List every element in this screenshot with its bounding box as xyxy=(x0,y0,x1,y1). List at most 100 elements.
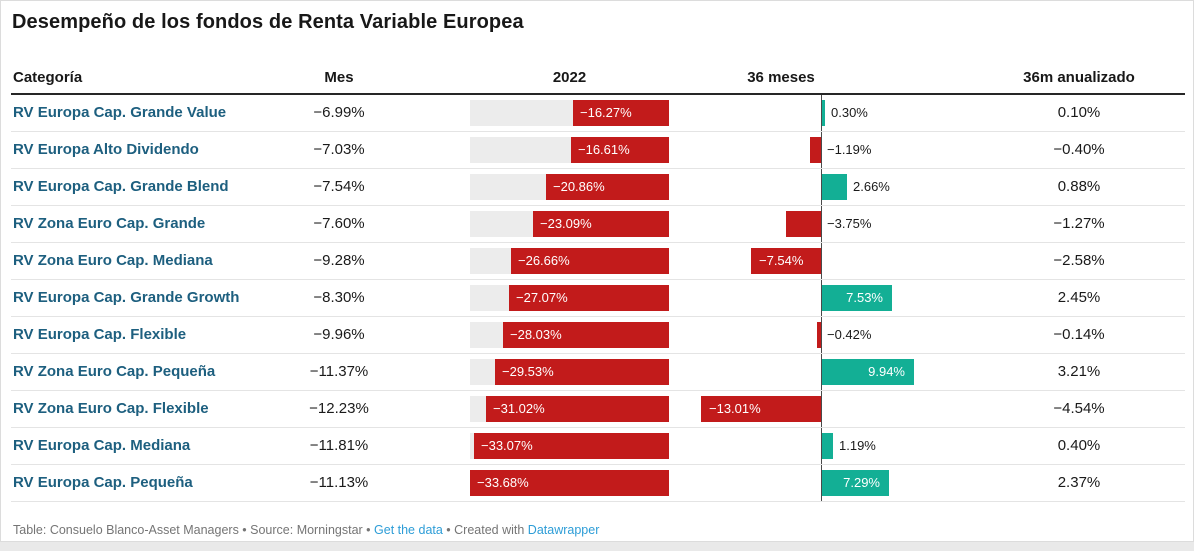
bar-2022: −26.66% xyxy=(511,248,669,274)
bar-2022: −28.03% xyxy=(503,322,669,348)
column-header-category: Categoría xyxy=(13,69,83,86)
bar-track-2022: −28.03% xyxy=(470,322,669,348)
bar-2022-label: −33.68% xyxy=(477,475,529,490)
column-header-anualizado: 36m anualizado xyxy=(1023,69,1135,86)
bar-2022-label: −29.53% xyxy=(502,364,554,379)
bar-track-2022: −29.53% xyxy=(470,359,669,385)
bar-2022-label: −27.07% xyxy=(516,290,568,305)
bar-2022: −16.61% xyxy=(571,137,669,163)
table-row: RV Europa Cap. Mediana −11.81% −33.07% 1… xyxy=(11,428,1185,465)
bar-36meses-label: 9.94% xyxy=(868,364,905,379)
zero-axis-line xyxy=(821,95,822,502)
bar-36meses xyxy=(810,137,821,163)
anualizado-value-cell: −4.54% xyxy=(1053,400,1105,417)
bar-2022-label: −28.03% xyxy=(510,327,562,342)
table-row: RV Europa Alto Dividendo −7.03% −16.61% … xyxy=(11,132,1185,169)
footer-text: Table: Consuelo Blanco-Asset Managers • … xyxy=(13,523,375,537)
category-cell: RV Zona Euro Cap. Flexible xyxy=(13,400,209,417)
bar-36meses-label: −13.01% xyxy=(709,401,761,416)
footer-text: • Created with xyxy=(442,523,528,537)
bar-36meses-label: −0.42% xyxy=(827,327,872,342)
table-row: RV Europa Cap. Pequeña −11.13% −33.68% 7… xyxy=(11,465,1185,502)
category-cell: RV Europa Cap. Grande Blend xyxy=(13,178,229,195)
bar-2022-label: −16.27% xyxy=(580,105,632,120)
footer-attribution: Table: Consuelo Blanco-Asset Managers • … xyxy=(13,523,599,537)
column-header-36meses: 36 meses xyxy=(747,69,815,86)
bar-2022-label: −23.09% xyxy=(540,216,592,231)
bar-2022-label: −26.66% xyxy=(518,253,570,268)
bar-36meses-label: 7.53% xyxy=(846,290,883,305)
bar-36meses xyxy=(817,322,821,348)
datawrapper-link[interactable]: Datawrapper xyxy=(527,523,600,537)
category-cell: RV Zona Euro Cap. Pequeña xyxy=(13,363,216,380)
mes-value-cell: −11.13% xyxy=(309,474,369,491)
column-header-2022: 2022 xyxy=(552,69,587,86)
mes-value-cell: −7.54% xyxy=(313,178,365,195)
anualizado-value-cell: −0.14% xyxy=(1053,326,1105,343)
bar-36meses xyxy=(822,359,914,385)
bar-36meses-label: 1.19% xyxy=(839,438,876,453)
table-row: RV Zona Euro Cap. Pequeña −11.37% −29.53… xyxy=(11,354,1185,391)
bar-2022-label: −16.61% xyxy=(578,142,630,157)
category-cell: RV Zona Euro Cap. Mediana xyxy=(13,252,213,269)
bar-2022-label: −31.02% xyxy=(493,401,545,416)
anualizado-value-cell: 0.10% xyxy=(1057,104,1101,121)
mes-value-cell: −9.28% xyxy=(313,252,365,269)
get-the-data-link[interactable]: Get the data xyxy=(374,523,443,537)
bar-2022: −33.07% xyxy=(474,433,669,459)
mes-value-cell: −12.23% xyxy=(309,400,369,417)
anualizado-value-cell: −2.58% xyxy=(1053,252,1105,269)
anualizado-value-cell: 2.45% xyxy=(1057,289,1101,306)
bar-36meses-label: −3.75% xyxy=(827,216,872,231)
anualizado-value-cell: 0.40% xyxy=(1057,437,1101,454)
category-cell: RV Europa Cap. Mediana xyxy=(13,437,191,454)
table-row: RV Zona Euro Cap. Mediana −9.28% −26.66%… xyxy=(11,243,1185,280)
fund-performance-table: Categoría Mes 2022 36 meses 36m anualiza… xyxy=(11,60,1185,502)
category-cell: RV Europa Alto Dividendo xyxy=(13,141,199,158)
column-header-mes: Mes xyxy=(324,69,354,86)
mes-value-cell: −9.96% xyxy=(313,326,365,343)
mes-value-cell: −11.81% xyxy=(309,437,369,454)
mes-value-cell: −7.03% xyxy=(313,141,365,158)
bar-36meses-label: −1.19% xyxy=(827,142,872,157)
anualizado-value-cell: 3.21% xyxy=(1057,363,1101,380)
table-header-row: Categoría Mes 2022 36 meses 36m anualiza… xyxy=(11,60,1185,95)
bar-36meses-label: 0.30% xyxy=(831,105,868,120)
bar-track-2022: −31.02% xyxy=(470,396,669,422)
category-cell: RV Europa Cap. Grande Growth xyxy=(13,289,240,306)
bar-track-2022: −33.68% xyxy=(470,470,669,496)
bar-track-2022: −33.07% xyxy=(470,433,669,459)
anualizado-value-cell: −0.40% xyxy=(1053,141,1105,158)
anualizado-value-cell: −1.27% xyxy=(1053,215,1105,232)
bar-2022: −23.09% xyxy=(533,211,669,237)
bar-2022: −27.07% xyxy=(509,285,669,311)
mes-value-cell: −7.60% xyxy=(313,215,365,232)
table-body: RV Europa Cap. Grande Value −6.99% −16.2… xyxy=(11,95,1185,502)
bar-36meses-label: −7.54% xyxy=(759,253,804,268)
mes-value-cell: −8.30% xyxy=(313,289,365,306)
bar-track-2022: −16.27% xyxy=(470,100,669,126)
category-cell: RV Europa Cap. Grande Value xyxy=(13,104,227,121)
bar-track-2022: −23.09% xyxy=(470,211,669,237)
bar-track-2022: −26.66% xyxy=(470,248,669,274)
page-title: Desempeño de los fondos de Renta Variabl… xyxy=(12,11,524,33)
bar-36meses xyxy=(822,174,847,200)
table-row: RV Europa Cap. Grande Growth −8.30% −27.… xyxy=(11,280,1185,317)
mes-value-cell: −6.99% xyxy=(313,104,365,121)
bar-36meses xyxy=(822,433,833,459)
anualizado-value-cell: 2.37% xyxy=(1057,474,1101,491)
category-cell: RV Zona Euro Cap. Grande xyxy=(13,215,206,232)
bar-2022: −20.86% xyxy=(546,174,669,200)
bar-2022-label: −20.86% xyxy=(553,179,605,194)
bar-36meses-label: 7.29% xyxy=(843,475,880,490)
mes-value-cell: −11.37% xyxy=(309,363,369,380)
bar-2022: −33.68% xyxy=(470,470,669,496)
anualizado-value-cell: 0.88% xyxy=(1057,178,1101,195)
bar-36meses xyxy=(822,100,825,126)
bar-36meses xyxy=(751,248,821,274)
table-row: RV Europa Cap. Flexible −9.96% −28.03% −… xyxy=(11,317,1185,354)
table-row: RV Europa Cap. Grande Blend −7.54% −20.8… xyxy=(11,169,1185,206)
bar-track-2022: −20.86% xyxy=(470,174,669,200)
bar-2022: −31.02% xyxy=(486,396,669,422)
